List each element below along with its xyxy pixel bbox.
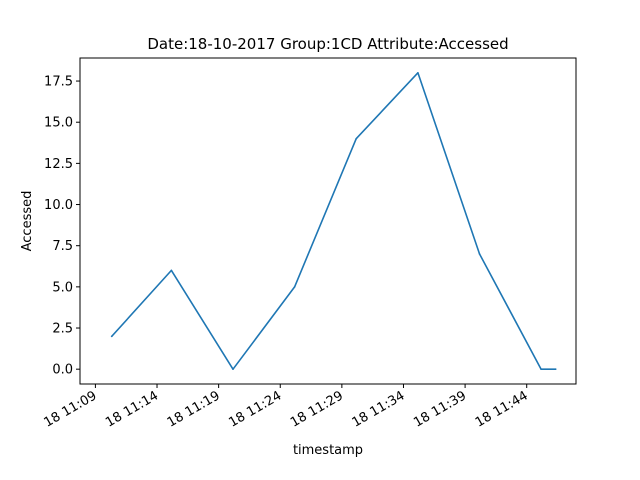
plot-area [80,58,576,384]
x-tick-label: 18 11:39 [411,388,469,430]
x-tick-label: 18 11:29 [288,388,346,430]
x-tick-label: 18 11:14 [103,388,161,430]
y-axis-title: Accessed [20,191,35,252]
y-tick-label: 2.5 [52,322,73,337]
x-tick-label: 18 11:09 [42,388,100,430]
data-point [355,137,358,140]
x-tick-label: 18 11:34 [350,388,408,430]
y-tick-label: 7.5 [52,239,73,254]
x-tick-label: 18 11:44 [473,388,531,430]
data-point [170,269,173,272]
data-point [232,368,234,370]
y-tick-label: 15.0 [44,116,73,131]
data-point [554,368,557,370]
data-point [540,368,542,370]
x-tick-label: 18 11:24 [226,388,284,430]
data-point [417,72,419,74]
x-axis: 18 11:09 18 11:14 18 11:19 18 11:24 18 11:29… [42,384,531,431]
y-tick-label: 5.0 [52,280,73,295]
y-axis: 0.0 2.5 5.0 7.5 10.0 12.5 15.0 17.5 [44,75,80,378]
y-tick-label: 12.5 [44,157,73,172]
y-tick-label: 17.5 [44,75,73,90]
chart-title: Date:18-10-2017 Group:1CD Attribute:Acce… [147,35,508,53]
series-layer [110,72,557,371]
data-point [293,286,296,288]
y-tick-label: 0.0 [52,363,73,378]
y-tick-label: 10.0 [44,198,73,213]
data-point [478,253,481,255]
data-point [111,335,113,338]
x-tick-label: 18 11:19 [165,388,223,430]
x-axis-title: timestamp [293,443,363,458]
plot-frame [79,57,577,385]
